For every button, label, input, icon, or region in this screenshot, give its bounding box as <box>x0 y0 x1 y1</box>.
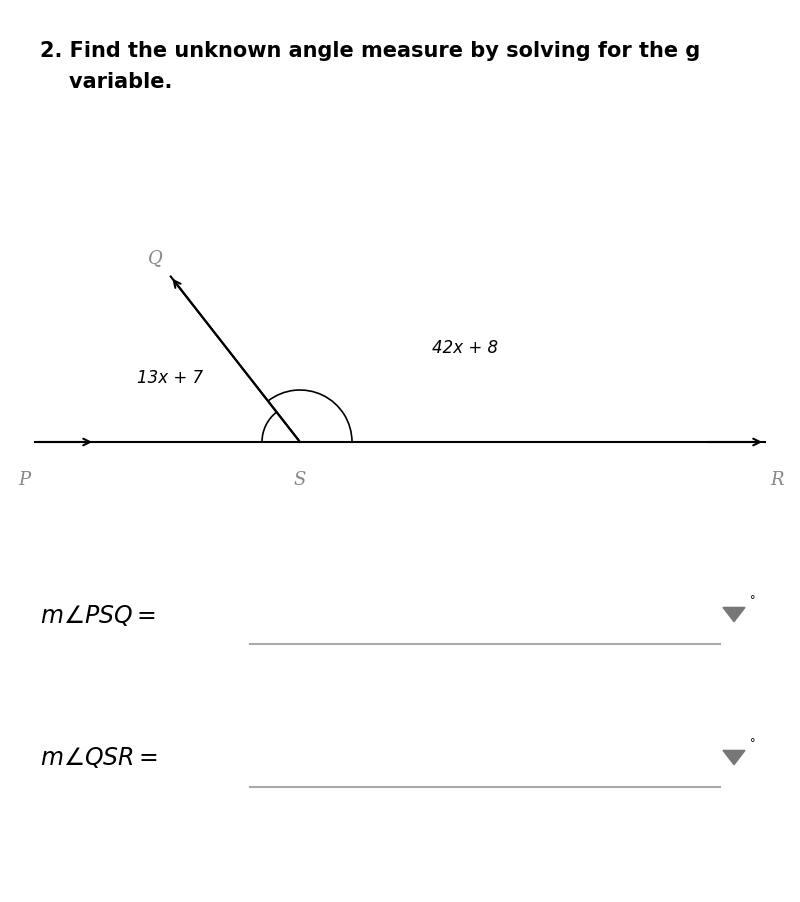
Polygon shape <box>723 750 745 765</box>
Text: 2. Find the unknown angle measure by solving for the g: 2. Find the unknown angle measure by sol… <box>40 41 700 60</box>
Text: °: ° <box>750 738 755 748</box>
Text: 42x + 8: 42x + 8 <box>432 338 498 356</box>
Text: $m\angle PSQ =$: $m\angle PSQ =$ <box>40 602 156 627</box>
Text: $m\angle QSR =$: $m\angle QSR =$ <box>40 745 158 769</box>
Text: °: ° <box>750 594 755 604</box>
Text: variable.: variable. <box>40 72 172 92</box>
Text: Q: Q <box>148 249 162 267</box>
Text: P: P <box>18 471 30 489</box>
Text: R: R <box>770 471 783 489</box>
Text: S: S <box>294 471 306 489</box>
Text: 13x + 7: 13x + 7 <box>137 369 203 387</box>
Polygon shape <box>723 608 745 622</box>
